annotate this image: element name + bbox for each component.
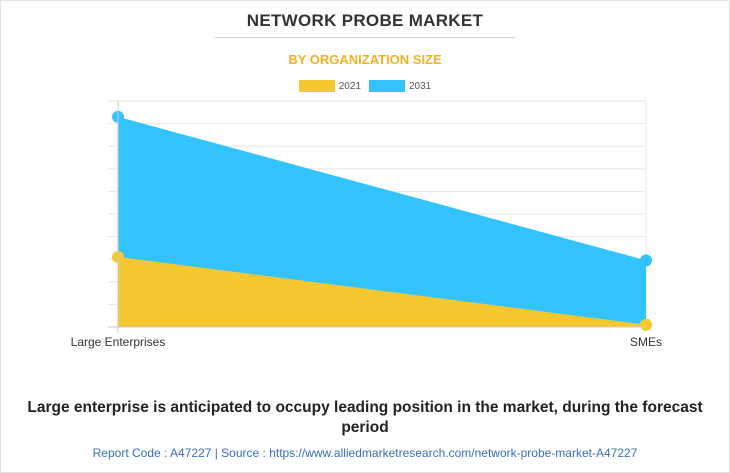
area-series-2021[interactable] xyxy=(118,256,646,327)
chart-title: NETWORK PROBE MARKET xyxy=(246,11,484,30)
legend-item-2021[interactable]: 2021 xyxy=(298,80,361,92)
legend-label-2021: 2021 xyxy=(338,80,361,92)
legend: 2021 2031 xyxy=(0,80,730,92)
title-divider xyxy=(215,37,515,38)
data-point-2031-1[interactable] xyxy=(640,254,652,267)
series-points xyxy=(112,110,652,331)
legend-item-2031[interactable]: 2031 xyxy=(369,80,431,92)
chart-subtitle: BY ORGANIZATION SIZE xyxy=(288,52,442,67)
x-tick-label-smes: SMEs xyxy=(630,335,662,349)
legend-swatch-2021 xyxy=(298,80,335,92)
data-point-2021-1[interactable] xyxy=(640,318,652,331)
x-tick-label-large-enterprises: Large Enterprises xyxy=(71,335,166,349)
series-areas xyxy=(118,116,646,327)
legend-swatch-2031 xyxy=(369,80,405,92)
legend-label-2031: 2031 xyxy=(409,80,432,92)
report-source-line: Report Code : A47227 | Source : https://… xyxy=(92,446,638,460)
key-finding-text: Large enterprise is anticipated to occup… xyxy=(27,399,703,436)
